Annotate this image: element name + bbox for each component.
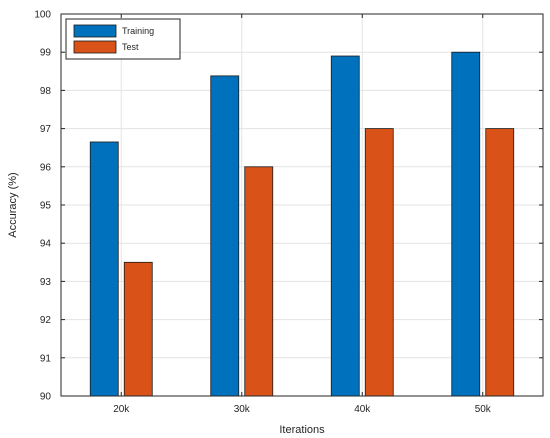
bar-training-50k: [451, 51, 481, 397]
x-axis-label: Iterations: [279, 424, 325, 436]
legend-label-test: Test: [122, 42, 139, 52]
legend-swatch-test: [73, 40, 117, 54]
y-tick-label: 97: [40, 124, 52, 135]
y-tick-label: 92: [40, 315, 52, 326]
x-tick-label: 50k: [475, 404, 492, 415]
axis-ticks: 90 91 92 93 94 95 96 97 98 99 100 20k 30k 40k 50k: [34, 10, 543, 415]
bar-training-20k: [89, 141, 119, 397]
bar-test-30k: [244, 166, 274, 397]
y-tick-label: 91: [40, 353, 52, 364]
legend-label-training: Training: [122, 26, 154, 36]
bar-test-20k: [123, 261, 153, 397]
bar-training-30k: [210, 75, 240, 397]
y-tick-label: 93: [40, 277, 52, 288]
bars: [89, 51, 515, 397]
bar-test-40k: [364, 128, 394, 397]
y-tick-label: 99: [40, 48, 52, 59]
legend: Training Test: [65, 18, 181, 60]
y-tick-label: 94: [40, 239, 52, 250]
x-tick-label: 40k: [354, 404, 371, 415]
x-tick-label: 30k: [234, 404, 251, 415]
y-tick-label: 90: [40, 392, 52, 403]
legend-swatch-training: [73, 24, 117, 38]
x-tick-label: 20k: [113, 404, 130, 415]
y-axis-label: Accuracy (%): [7, 172, 19, 237]
bar-training-40k: [330, 55, 360, 397]
y-tick-label: 96: [40, 162, 52, 173]
bar-test-50k: [485, 128, 515, 397]
y-tick-label: 100: [34, 10, 51, 21]
y-tick-label: 95: [40, 201, 52, 212]
y-tick-label: 98: [40, 86, 52, 97]
